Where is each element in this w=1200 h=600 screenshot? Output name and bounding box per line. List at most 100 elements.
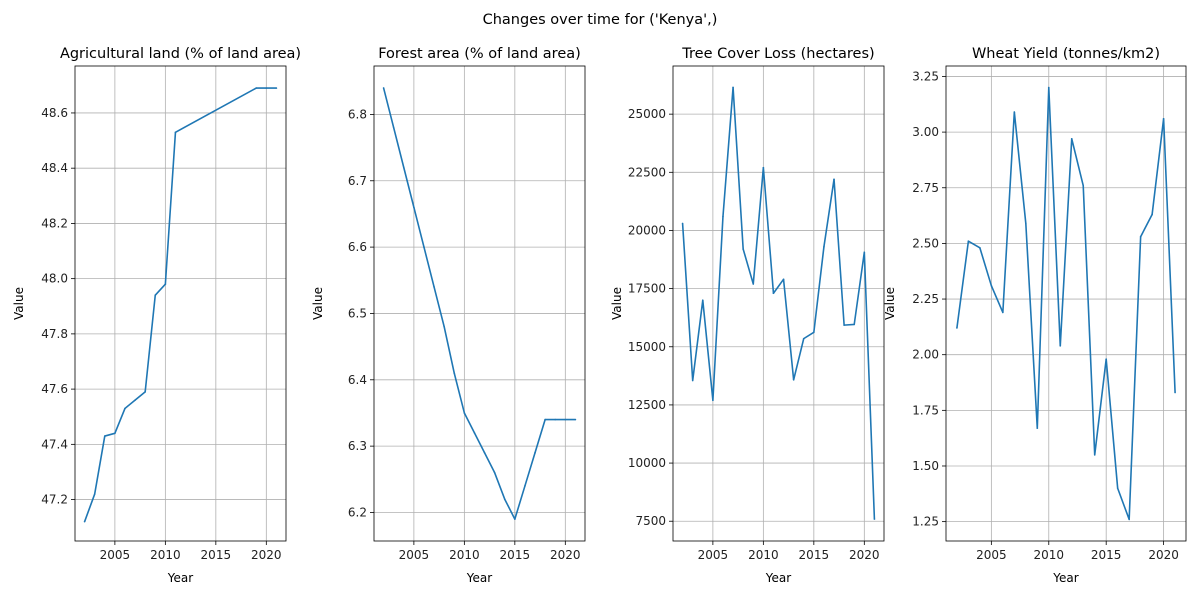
data-point [1047,86,1050,89]
x-axis-label: Year [466,571,492,585]
data-point [534,451,536,454]
data-point [863,251,866,254]
data-point [681,222,684,225]
x-tick-label: 2010 [748,548,779,562]
y-tick-label: 6.4 [348,373,367,387]
data-point [124,407,126,410]
data-point [823,245,825,248]
data-point [103,435,106,437]
y-tick-label: 47.8 [41,327,68,341]
data-point [433,286,435,288]
x-tick-label: 2020 [550,548,581,562]
data-point [503,498,506,501]
data-point [1105,358,1107,360]
data-point [423,246,425,248]
data-point [255,87,258,89]
data-point [833,178,835,181]
data-point [792,378,795,381]
y-axis-label: Value [883,287,897,320]
y-axis-label: Value [12,287,26,320]
y-tick-label: 3.25 [912,69,939,83]
data-point [392,126,395,129]
y-tick-label: 1.50 [912,459,939,473]
data-point [275,87,278,89]
series-line [681,86,876,520]
y-tick-label: 1.25 [912,515,939,529]
data-point [843,324,845,326]
chart-panels: 2005 2010 2015 2020 47.2 47.4 47.6 47.8 48.0 48.2… [12,46,1187,585]
chart-title: Forest area (% of land area) [378,46,581,62]
data-point [1151,213,1153,216]
y-axis-label: Value [311,287,325,320]
data-point [762,166,765,169]
y-axis-label: Value [610,287,624,320]
x-tick-label: 2005 [100,548,131,562]
data-point [990,284,993,287]
data-point [1025,222,1027,225]
series-line [382,87,576,520]
data-point [154,294,157,297]
y-tick-label: 48.4 [41,161,68,175]
data-point [1139,235,1142,238]
y-tick-label: 6.7 [348,174,367,188]
x-tick-label: 2015 [500,548,531,562]
data-point [134,399,136,401]
series-line [83,87,277,522]
data-point [1128,518,1130,521]
chart-panel-2: 2005 2010 2015 2020 6.2 6.3 6.4 6.5 6.6 6.7 6.8 For… [311,46,586,585]
data-point [853,323,856,326]
y-tick-label: 47.2 [41,493,68,507]
y-tick-label: 6.6 [348,240,367,254]
x-tick-label: 2020 [1148,548,1179,562]
data-point [524,485,526,487]
data-point [979,247,981,249]
x-axis-label: Year [167,571,193,585]
y-tick-label: 47.4 [41,437,68,451]
data-point [782,278,785,281]
data-point [772,292,775,295]
data-point [1174,391,1176,394]
y-tick-label: 2.00 [912,348,939,362]
data-point [1116,487,1119,490]
data-point [1002,311,1004,314]
plot-frame [945,65,1187,542]
plot-frame [672,65,885,542]
y-tick-label: 48.2 [41,216,68,230]
chart-title: Agricultural land (% of land area) [60,46,301,62]
y-tick-label: 2.75 [912,181,939,195]
x-tick-label: 2005 [976,548,1007,562]
chart-title: Tree Cover Loss (hectares) [681,46,874,62]
y-tick-label: 10000 [628,456,666,470]
data-point [752,283,755,285]
y-tick-label: 17500 [628,282,666,296]
data-point [164,283,167,285]
y-tick-label: 47.6 [41,382,68,396]
y-tick-label: 25000 [628,107,666,121]
data-point [483,451,486,454]
data-point [813,331,815,334]
data-point [1082,184,1085,187]
data-point [1093,454,1096,456]
data-point [873,518,876,520]
data-point [1013,111,1016,113]
data-point [712,399,714,402]
data-point [1059,344,1062,347]
x-tick-label: 2020 [849,548,880,562]
data-point [967,240,970,242]
x-tick-label: 2005 [698,548,729,562]
y-tick-label: 2.50 [912,236,939,250]
x-tick-label: 2015 [1091,548,1122,562]
data-point [722,215,724,218]
data-point [114,432,116,435]
y-tick-label: 3.00 [912,125,939,139]
y-tick-label: 48.6 [41,106,68,120]
data-point [1162,117,1165,120]
data-point [514,518,516,520]
data-point [493,471,496,474]
plot-frame [74,65,287,542]
y-tick-label: 20000 [628,223,666,237]
x-tick-label: 2010 [449,548,480,562]
data-point [701,299,704,302]
data-point [453,372,456,374]
